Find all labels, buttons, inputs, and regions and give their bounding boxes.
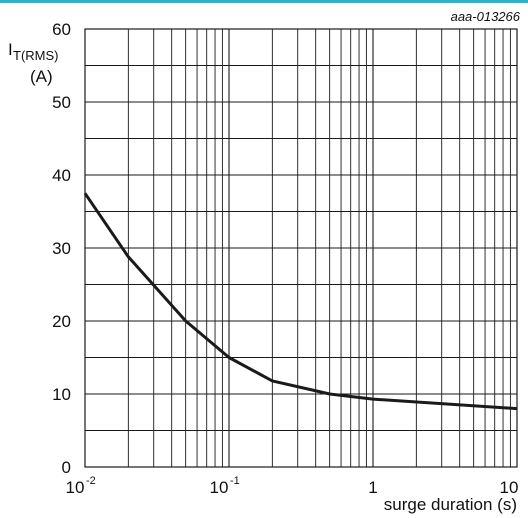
series-group (85, 193, 517, 408)
x-tick-labels: 10 -2 10 -1 1 10 (66, 475, 519, 497)
x-tick-exponent: -2 (86, 475, 96, 487)
y-tick-label: 0 (62, 458, 71, 477)
y-tick-label: 60 (52, 20, 71, 39)
y-tick-labels: 0 10 20 30 40 50 60 (52, 20, 71, 477)
x-tick-label: 10 -1 (210, 475, 240, 497)
y-tick-label: 40 (52, 166, 71, 185)
series-line (85, 193, 517, 408)
grid-lines (85, 29, 517, 467)
x-tick-base: 10 (66, 478, 85, 497)
x-tick-base: 10 (210, 478, 229, 497)
y-tick-label: 20 (52, 312, 71, 331)
y-tick-label: 50 (52, 93, 71, 112)
x-tick-label: 1 (368, 478, 377, 497)
y-tick-label: 30 (52, 239, 71, 258)
y-axis-label-unit: (A) (30, 67, 53, 86)
x-axis-label: surge duration (s) (384, 495, 517, 514)
x-tick-base: 1 (368, 478, 377, 497)
y-tick-label: 10 (52, 385, 71, 404)
x-tick-exponent: -1 (230, 475, 240, 487)
x-tick-label: 10 -2 (66, 475, 96, 497)
y-axis-label-subscript: T(RMS) (13, 48, 59, 63)
figure-code: aaa-013266 (451, 9, 521, 24)
